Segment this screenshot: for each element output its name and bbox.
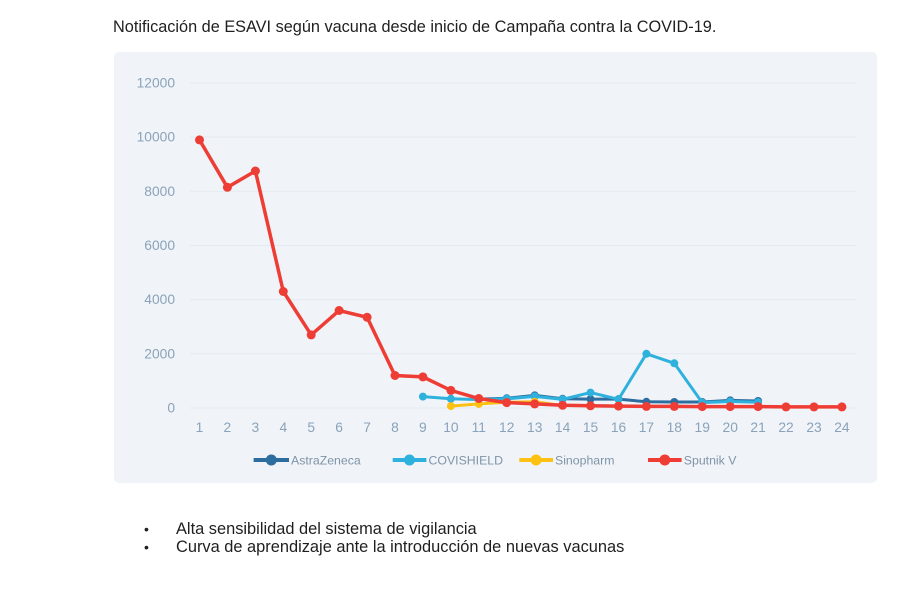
svg-text:10000: 10000: [137, 130, 176, 145]
svg-text:4: 4: [279, 420, 287, 435]
svg-text:12: 12: [499, 420, 514, 435]
svg-text:11: 11: [472, 420, 486, 435]
svg-text:3: 3: [252, 420, 260, 435]
svg-text:1: 1: [196, 420, 204, 435]
svg-text:2000: 2000: [144, 346, 175, 361]
svg-text:COVISHIELD: COVISHIELD: [429, 454, 504, 468]
svg-text:6000: 6000: [144, 238, 175, 253]
svg-text:5: 5: [307, 420, 315, 435]
svg-text:7: 7: [363, 420, 371, 435]
svg-text:13: 13: [527, 420, 543, 435]
svg-text:8: 8: [391, 420, 399, 435]
svg-text:18: 18: [667, 420, 683, 435]
svg-text:9: 9: [419, 420, 427, 435]
svg-text:Sinopharm: Sinopharm: [555, 454, 614, 468]
svg-text:2: 2: [224, 420, 232, 435]
svg-text:14: 14: [555, 420, 571, 435]
svg-text:19: 19: [695, 420, 711, 435]
svg-text:Sputnik V: Sputnik V: [684, 454, 737, 468]
svg-text:21: 21: [750, 420, 765, 435]
svg-text:0: 0: [167, 401, 175, 416]
svg-text:4000: 4000: [144, 292, 175, 307]
svg-text:AstraZeneca: AstraZeneca: [291, 454, 361, 468]
svg-text:17: 17: [639, 420, 654, 435]
svg-text:8000: 8000: [144, 184, 175, 199]
svg-text:24: 24: [834, 420, 850, 435]
svg-text:20: 20: [723, 420, 739, 435]
svg-text:10: 10: [443, 420, 459, 435]
svg-text:12000: 12000: [137, 76, 176, 91]
svg-text:22: 22: [778, 420, 793, 435]
svg-text:23: 23: [806, 420, 822, 435]
svg-text:15: 15: [583, 420, 599, 435]
svg-text:6: 6: [335, 420, 343, 435]
svg-text:16: 16: [611, 420, 627, 435]
